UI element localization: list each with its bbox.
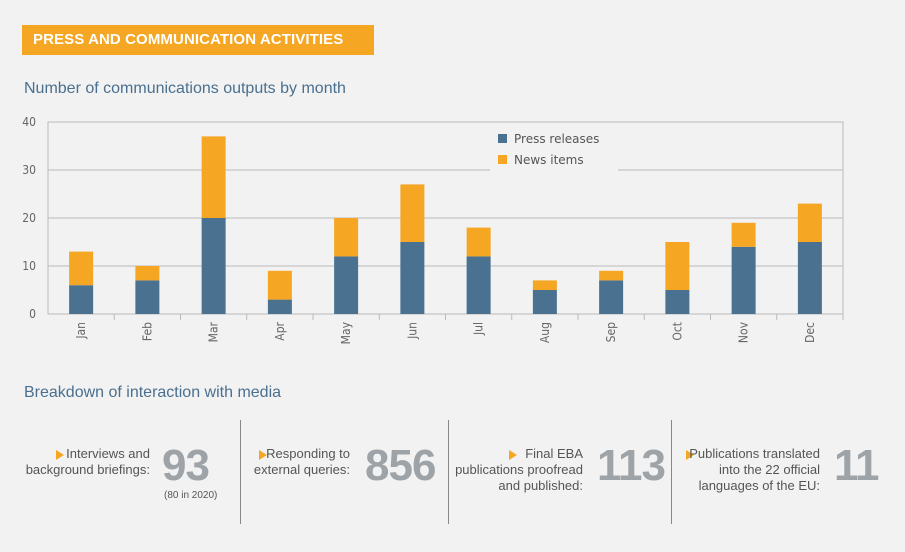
divider	[671, 420, 672, 524]
bar-press-releases	[400, 242, 425, 314]
bar-press-releases	[731, 246, 756, 314]
triangle-bullet-icon	[509, 450, 517, 460]
stacked-bar-chart: 0 10 20 30 40 Jan Feb Mar Apr May Jun Jul Aug Sep Oct N…	[22, 115, 844, 344]
stat-publications-translated: Publications translated into the 22 offi…	[672, 420, 902, 524]
bar-press-releases	[797, 242, 822, 314]
x-tick-label: Aug	[538, 322, 552, 343]
bar-press-releases	[599, 280, 624, 314]
bar-press-releases	[532, 290, 557, 314]
legend-swatch	[498, 155, 507, 164]
legend-box	[490, 128, 618, 172]
stat-publications-proofread: Final EBA publications proofread and pub…	[449, 420, 671, 524]
bar-news-items	[599, 270, 624, 281]
bar-press-releases	[69, 285, 94, 314]
bar-news-items	[69, 251, 94, 286]
bar-news-items	[400, 184, 425, 242]
x-tick-label: Nov	[737, 321, 751, 343]
bar-news-items	[797, 203, 822, 242]
y-tick-label: 20	[22, 211, 36, 225]
stat-value: 93	[162, 441, 210, 490]
legend-label: Press releases	[514, 132, 599, 146]
y-tick-label: 0	[29, 307, 36, 321]
x-tick-label: Sep	[604, 322, 618, 343]
bar-news-items	[731, 222, 756, 247]
x-tick-label: Mar	[207, 321, 221, 342]
bar-news-items	[665, 242, 690, 290]
chart-title: Number of communications outputs by mont…	[24, 80, 346, 97]
stat-subnote: (80 in 2020)	[164, 490, 218, 501]
bar-press-releases	[201, 218, 226, 314]
media-breakdown-title: Breakdown of interaction with media	[24, 384, 282, 401]
bar-press-releases	[466, 256, 491, 314]
stat-label: Final EBA publications proofread and pub…	[455, 446, 583, 493]
legend-label: News items	[514, 153, 584, 167]
bar-news-items	[267, 270, 292, 300]
section-tag: PRESS AND COMMUNICATION ACTIVITIES	[22, 25, 374, 55]
divider	[240, 420, 241, 524]
legend-swatch	[498, 134, 507, 143]
triangle-bullet-icon	[259, 450, 267, 460]
stat-value: 856	[365, 441, 436, 490]
x-tick-label: Feb	[140, 322, 154, 341]
stat-label: Publications translated into the 22 offi…	[689, 446, 820, 493]
divider	[448, 420, 449, 524]
bar-news-items	[135, 266, 160, 281]
bar-news-items	[334, 218, 359, 257]
bar-news-items	[466, 227, 491, 257]
stat-label: Interviews and background briefings:	[25, 446, 150, 477]
stat-value: 11	[834, 441, 880, 490]
x-tick-label: Jul	[472, 322, 486, 336]
bar-news-items	[201, 136, 226, 218]
x-tick-label: Apr	[273, 321, 287, 340]
x-tick-label: Jan	[74, 322, 88, 340]
x-tick-label: Jun	[405, 322, 419, 340]
triangle-bullet-icon	[56, 450, 64, 460]
bar-news-items	[532, 280, 557, 290]
bar-press-releases	[135, 280, 160, 314]
stat-value: 113	[597, 441, 666, 490]
stat-external-queries: Responding to external queries: 856	[241, 420, 448, 524]
triangle-bullet-icon	[686, 450, 694, 460]
x-tick-label: Oct	[670, 322, 684, 341]
bar-press-releases	[267, 299, 292, 314]
x-tick-label: Dec	[803, 322, 817, 343]
stat-label: Responding to external queries:	[253, 446, 350, 477]
bar-press-releases	[665, 290, 690, 314]
y-tick-label: 40	[22, 115, 36, 129]
y-tick-label: 30	[22, 163, 36, 177]
bar-press-releases	[334, 256, 359, 314]
y-tick-label: 10	[22, 259, 36, 273]
x-tick-label: May	[339, 321, 353, 344]
stat-interviews: Interviews and background briefings: 93 …	[26, 420, 240, 524]
